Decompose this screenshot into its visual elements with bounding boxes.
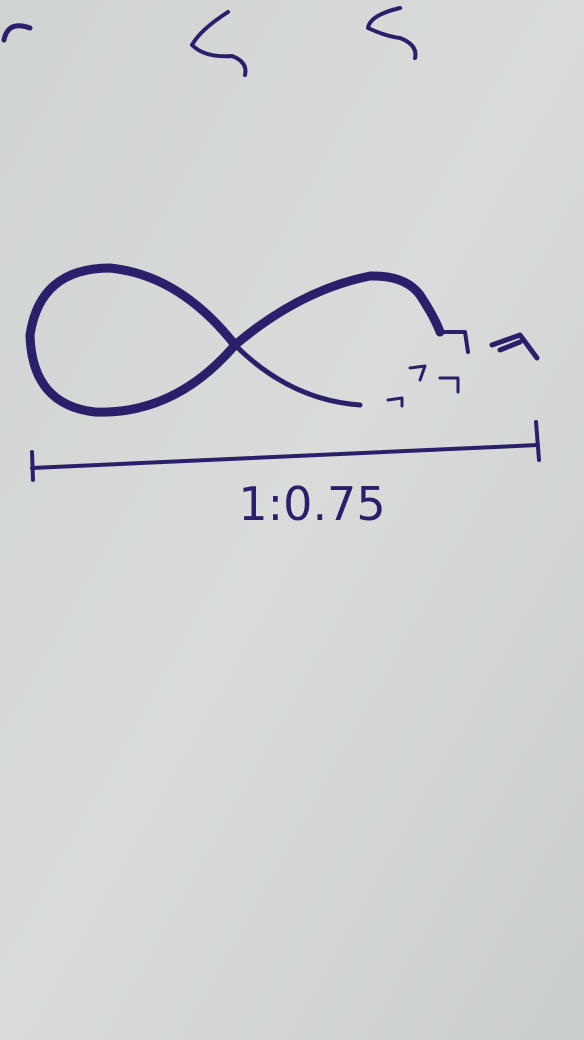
scribble xyxy=(190,10,248,77)
infinity-tail xyxy=(232,342,363,408)
infinity-drawing xyxy=(25,263,540,417)
scribble xyxy=(1,23,33,43)
birds xyxy=(386,364,460,408)
scale-bar xyxy=(30,420,541,482)
scale-end xyxy=(30,450,35,482)
top-scribbles xyxy=(1,6,418,77)
infinity-stroke xyxy=(25,263,445,417)
scribble xyxy=(366,6,418,60)
bird xyxy=(438,330,470,354)
scale-line xyxy=(30,443,540,470)
scale-end xyxy=(534,420,541,462)
scale-label: 1:0.75 xyxy=(238,477,385,531)
bird xyxy=(489,332,540,361)
